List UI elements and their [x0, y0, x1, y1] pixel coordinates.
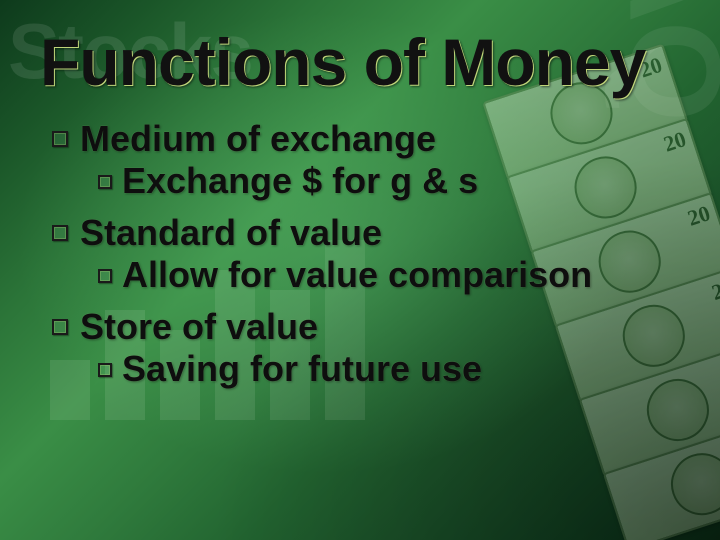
bullet-text: Store of value — [80, 306, 318, 347]
bullet-text: Medium of exchange — [80, 118, 436, 159]
sub-bullet-text: Exchange $ for g & s — [122, 160, 478, 201]
square-bullet-icon — [98, 175, 112, 189]
bullet-text: Standard of value — [80, 212, 382, 253]
square-bullet-icon — [98, 363, 112, 377]
slide-title: Functions of Money — [40, 24, 680, 100]
bullet-item: Medium of exchange Exchange $ for g & s — [52, 118, 680, 202]
sub-bullet-item: Exchange $ for g & s — [98, 160, 680, 202]
sub-bullet-item: Saving for future use — [98, 348, 680, 390]
bullet-list: Medium of exchange Exchange $ for g & s … — [40, 118, 680, 390]
square-bullet-icon — [52, 319, 68, 335]
sub-bullet-text: Allow for value comparison — [122, 254, 592, 295]
square-bullet-icon — [52, 131, 68, 147]
square-bullet-icon — [98, 269, 112, 283]
sub-bullet-text: Saving for future use — [122, 348, 482, 389]
bullet-item: Standard of value Allow for value compar… — [52, 212, 680, 296]
slide-content: Functions of Money Medium of exchange Ex… — [0, 0, 720, 540]
bullet-item: Store of value Saving for future use — [52, 306, 680, 390]
sub-bullet-item: Allow for value comparison — [98, 254, 680, 296]
square-bullet-icon — [52, 225, 68, 241]
